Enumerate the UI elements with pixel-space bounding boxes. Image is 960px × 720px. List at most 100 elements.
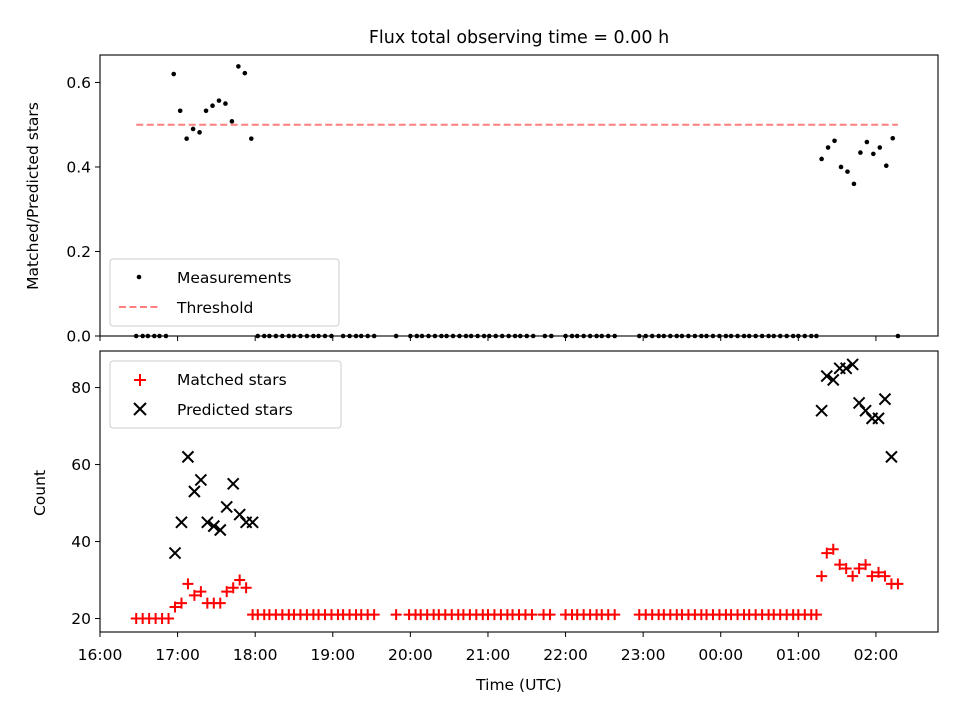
measurements-point	[858, 150, 863, 155]
measurements-point	[871, 151, 876, 157]
predicted-stars-point	[820, 369, 833, 383]
measurements-point	[851, 181, 857, 187]
legend-marker-predicted	[133, 402, 147, 416]
x-tick-label: 01:00	[776, 646, 821, 664]
matched-stars-point	[873, 566, 885, 578]
matched-stars-point	[866, 570, 878, 582]
measurements-point	[883, 163, 889, 169]
predicted-stars-point	[207, 519, 221, 533]
matched-stars-point	[169, 601, 181, 613]
measurements-point	[838, 164, 844, 170]
predicted-stars-point	[246, 516, 259, 529]
matched-stars-point	[827, 543, 839, 555]
predicted-stars-point	[846, 358, 859, 371]
figure-title: Flux total observing time = 0.00 h	[369, 28, 669, 48]
matched-stars-point	[821, 547, 833, 559]
matched-stars-point	[175, 597, 187, 609]
legend-label-predicted: Predicted stars	[177, 401, 293, 419]
matched-stars-point	[240, 582, 252, 594]
ratio-legend: Measurements Threshold	[109, 258, 340, 327]
matched-stars-point	[182, 578, 194, 590]
measurements-point	[819, 156, 824, 162]
measurements-point	[184, 136, 189, 141]
predicted-stars-point	[214, 523, 227, 537]
matched-stars-point	[188, 589, 200, 601]
legend-label-threshold: Threshold	[176, 299, 253, 317]
predicted-stars-point	[201, 516, 214, 529]
count-y-tick-label: 80	[71, 379, 91, 397]
measurements-point	[229, 119, 235, 124]
predicted-stars-point	[188, 485, 201, 498]
matched-stars-point	[853, 562, 865, 574]
ratio-y-axis-label: Matched/Predicted stars	[24, 102, 42, 290]
ratio-y-tick-label: 0.2	[66, 243, 91, 261]
x-tick-label: 02:00	[854, 646, 899, 664]
matched-stars-point	[526, 609, 538, 621]
ratio-plot-frame	[99, 54, 939, 337]
ratio-panel: 0.0 0.2 0.4 0.6 Matched/Predicted stars Mea…	[24, 54, 939, 346]
x-tick-label: 21:00	[466, 646, 511, 664]
x-tick-label: 23:00	[621, 646, 666, 664]
predicted-stars-point	[194, 473, 208, 487]
measurements-point	[877, 145, 883, 150]
matched-stars-point	[227, 582, 239, 594]
matched-stars-point	[234, 574, 246, 586]
measurements-point	[890, 135, 896, 141]
measurements-point	[223, 101, 228, 106]
measurements-point	[825, 145, 831, 150]
predicted-stars-point	[181, 450, 195, 464]
measurements-point	[210, 103, 215, 109]
measurements-point	[197, 130, 202, 135]
matched-stars-point	[840, 562, 852, 574]
predicted-stars-point	[168, 546, 182, 560]
matched-stars-point	[390, 609, 402, 621]
measurements-point	[864, 139, 870, 145]
ratio-legend-box	[109, 258, 340, 327]
count-panel: 20 40 60 80 16:00 17:00 18:00 19:00 20:00 21:00 2…	[31, 350, 939, 664]
x-tick-label: 17:00	[155, 646, 200, 664]
measurements-point	[203, 108, 209, 114]
measurements-point	[242, 70, 248, 76]
predicted-stars-point	[827, 373, 840, 387]
matched-stars-point	[810, 609, 822, 621]
matched-stars-point	[847, 570, 859, 582]
count-legend-box	[109, 360, 342, 429]
measurements-point	[171, 71, 177, 77]
matched-stars-point	[195, 586, 207, 598]
count-y-axis-label: Count	[31, 470, 49, 516]
measurements-point	[177, 108, 183, 114]
legend-label-matched: Matched stars	[177, 371, 287, 389]
legend-label-measurements: Measurements	[177, 269, 292, 287]
measurements-point	[216, 98, 222, 103]
count-legend: Matched stars Predicted stars	[109, 360, 342, 429]
measurements-point	[249, 136, 254, 141]
ratio-y-tick-label: 0.0	[66, 328, 91, 346]
matched-stars-point	[544, 609, 556, 621]
x-tick-label: 22:00	[543, 646, 588, 664]
x-tick-label: 19:00	[310, 646, 355, 664]
x-axis-label: Time (UTC)	[475, 676, 562, 694]
ratio-y-tick-label: 0.4	[66, 158, 91, 176]
legend-marker-measurements	[136, 274, 142, 280]
predicted-stars-point	[815, 404, 828, 417]
matched-stars-point	[609, 609, 621, 621]
matched-stars-point	[221, 586, 233, 598]
count-y-tick-label: 20	[71, 610, 91, 628]
predicted-stars-point	[885, 450, 898, 464]
predicted-stars-point	[872, 412, 885, 425]
matched-stars-point	[879, 570, 891, 582]
count-y-tick-label: 40	[71, 533, 91, 551]
measurements-point	[190, 126, 196, 132]
matched-stars-point	[816, 570, 828, 582]
count-y-tick-label: 60	[71, 456, 91, 474]
count-plot-frame	[99, 350, 939, 633]
x-tick-label: 20:00	[388, 646, 433, 664]
matched-stars-point	[163, 613, 175, 625]
predicted-stars-point	[175, 516, 188, 529]
x-tick-label: 16:00	[78, 646, 123, 664]
matched-stars-point	[860, 559, 872, 571]
measurements-point	[236, 64, 241, 69]
ratio-y-tick-label: 0.6	[66, 74, 91, 92]
predicted-stars-point	[220, 500, 233, 514]
